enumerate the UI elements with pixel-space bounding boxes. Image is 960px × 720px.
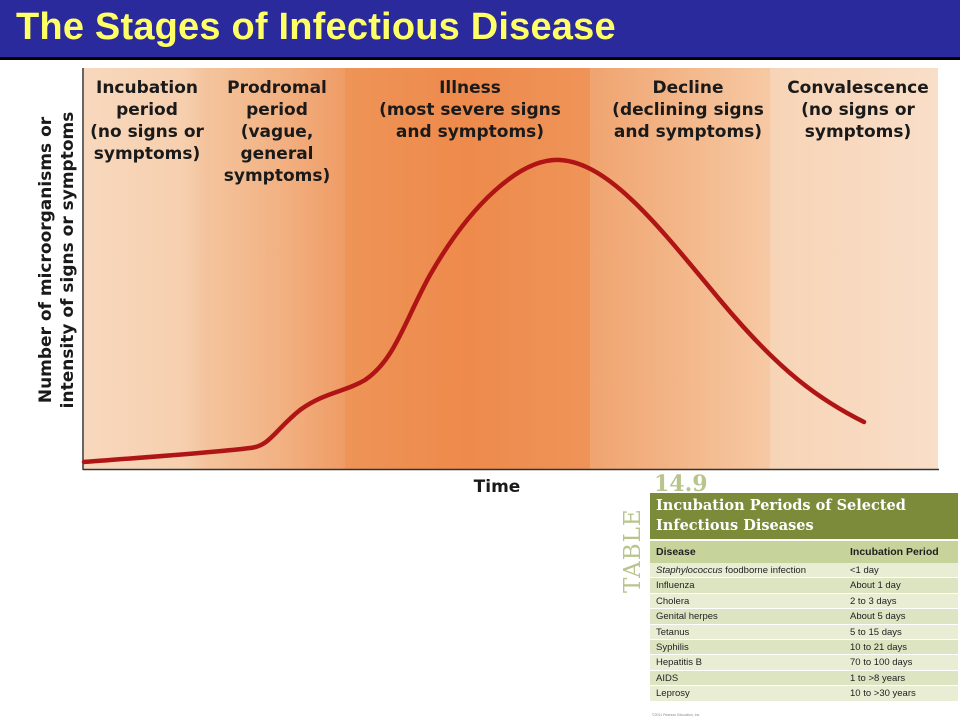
table-row: Leprosy 10 to >30 years	[650, 686, 958, 702]
disease-cell: Staphylococcus foodborne infection	[656, 565, 806, 576]
stage-description: (most severe signs	[379, 100, 561, 120]
table-word: TABLE	[620, 508, 646, 593]
period-cell: About 1 day	[850, 580, 901, 592]
stage-label-prodromal: Prodromal period (vague, general symptom…	[207, 77, 347, 187]
stage-description: general	[240, 144, 314, 164]
disease-cell: AIDS	[656, 672, 679, 684]
copyright-text: ©2011 Pearson Education, Inc.	[652, 713, 701, 717]
stage-name: Incubation	[96, 78, 198, 98]
stage-description: (vague,	[240, 122, 314, 142]
stage-description: (no signs or	[801, 100, 915, 120]
stage-description: and symptoms)	[395, 122, 545, 142]
stage-description: (no signs or	[90, 122, 204, 142]
table-row: Tetanus 5 to 15 days	[650, 624, 958, 640]
disease-cell: Hepatitis B	[656, 657, 702, 669]
y-axis-label-line1: Number of microorganisms or	[36, 116, 56, 404]
stage-band-incubation	[84, 68, 210, 469]
period-cell: 1 to >8 years	[850, 672, 906, 684]
stage-description: symptoms)	[223, 166, 331, 186]
stage-name: Convalescence	[787, 78, 929, 98]
stage-name: Illness	[439, 78, 501, 98]
disease-cell: Syphilis	[656, 641, 689, 653]
table-row: Hepatitis B 70 to 100 days	[650, 655, 958, 671]
stage-band-prodromal	[210, 68, 345, 469]
period-cell: 70 to 100 days	[850, 657, 913, 669]
disease-course-curve	[81, 157, 867, 465]
stage-band-convalescence	[770, 68, 938, 469]
table-title: Incubation Periods of Selected Infectiou…	[650, 493, 958, 539]
stage-label-illness: Illness (most severe signs and symptoms)	[370, 77, 570, 143]
period-cell: About 5 days	[850, 611, 906, 623]
period-cell: 5 to 15 days	[850, 626, 902, 638]
table-row: AIDS 1 to >8 years	[650, 670, 958, 687]
incubation-table: 14.9 TABLE Incubation Periods of Selecte…	[620, 471, 958, 720]
stage-name: Prodromal	[227, 78, 327, 98]
stage-band-illness	[345, 68, 590, 469]
disease-italic: Staphylococcus	[656, 565, 723, 576]
stage-description: and symptoms)	[613, 122, 763, 142]
stages-diagram	[81, 68, 939, 471]
stage-name: Decline	[652, 78, 724, 98]
table-number: 14.9	[654, 471, 708, 497]
disease-cell: Tetanus	[656, 626, 690, 638]
table-row: Cholera 2 to 3 days	[650, 593, 958, 610]
stage-description: symptoms)	[93, 144, 201, 164]
disease-cell: Influenza	[656, 580, 695, 592]
stage-description: (declining signs	[612, 100, 764, 120]
y-axis-label: Number of microorganisms or intensity of…	[35, 110, 79, 410]
table-row: Syphilis 10 to 21 days	[650, 639, 958, 656]
column-header-disease: Disease	[656, 546, 696, 558]
table-row: Genital herpes About 5 days	[650, 609, 958, 625]
table-row: Staphylococcus foodborne infection <1 da…	[650, 563, 958, 579]
period-cell: 10 to 21 days	[850, 641, 908, 653]
stage-band-decline	[590, 68, 770, 469]
stage-description: symptoms)	[804, 122, 912, 142]
table-title-line2: Infectious Diseases	[656, 517, 814, 534]
stage-label-convalescence: Convalescence (no signs or symptoms)	[776, 77, 940, 143]
disease-cell: Leprosy	[656, 688, 690, 700]
y-axis-label-line2: intensity of signs or symptoms	[58, 111, 78, 409]
period-cell: 2 to 3 days	[850, 595, 897, 607]
period-cell: 10 to >30 years	[850, 688, 916, 700]
disease-cell: Genital herpes	[656, 611, 718, 623]
stage-name: period	[116, 100, 178, 120]
table-title-line1: Incubation Periods of Selected	[656, 497, 906, 514]
disease-text: foodborne infection	[722, 565, 806, 576]
stage-name: period	[246, 100, 308, 120]
table-body: Staphylococcus foodborne infection <1 da…	[650, 563, 958, 702]
stage-label-decline: Decline (declining signs and symptoms)	[600, 77, 776, 143]
table-column-headers: Disease Incubation Period	[650, 541, 958, 563]
title-bar: The Stages of Infectious Disease	[0, 0, 960, 60]
x-axis-label: Time	[473, 477, 521, 497]
column-header-incubation-period: Incubation Period	[850, 546, 939, 558]
slide-title: The Stages of Infectious Disease	[16, 6, 616, 48]
period-cell: <1 day	[850, 565, 879, 576]
table-row: Influenza About 1 day	[650, 578, 958, 594]
stage-label-incubation: Incubation period (no signs or symptoms)	[84, 77, 210, 165]
disease-cell: Cholera	[656, 595, 690, 607]
